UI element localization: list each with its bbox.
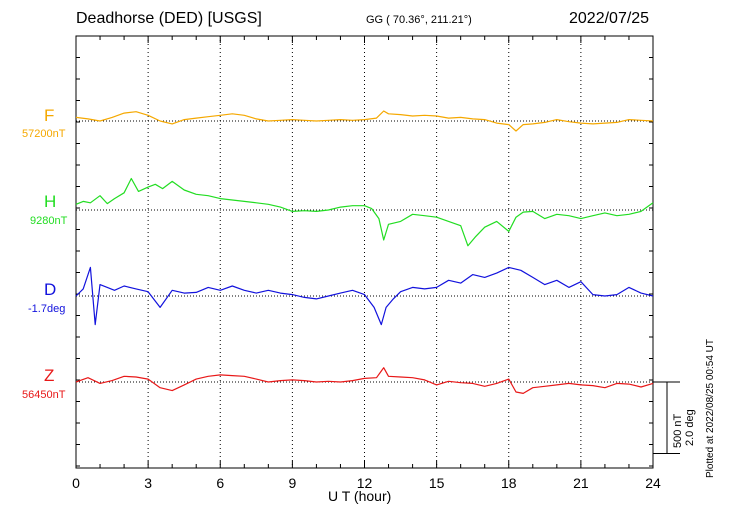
series-name-d: D	[44, 280, 57, 299]
x-tick-label: 0	[72, 475, 80, 491]
scale-deg-label: 2.0 deg	[684, 409, 696, 446]
x-axis-label: U T (hour)	[328, 488, 392, 504]
baseline-label-h: 9280nT	[30, 215, 68, 227]
x-tick-label: 12	[357, 475, 373, 491]
x-tick-label: 18	[501, 475, 517, 491]
plotted-timestamp: Plotted at 2022/08/25 00:54 UT	[705, 339, 716, 478]
series-line-h	[75, 177, 654, 247]
x-tick-label: 6	[216, 475, 224, 491]
baseline-label-d: -1.7deg	[28, 303, 66, 315]
x-tick-label: 3	[144, 475, 152, 491]
baseline-label-f: 57200nT	[22, 128, 66, 140]
x-tick-label: 24	[645, 475, 661, 491]
x-tick-label: 9	[288, 475, 296, 491]
x-tick-label: 15	[429, 475, 445, 491]
baseline-label-z: 56450nT	[22, 389, 66, 401]
x-tick-label: 21	[573, 475, 589, 491]
date-label: 2022/07/25	[569, 10, 650, 27]
series-name-h: H	[44, 192, 57, 211]
series-line-z	[75, 367, 654, 394]
series-name-z: Z	[44, 366, 55, 385]
coordinates-label: GG ( 70.36°, 211.21°)	[366, 14, 472, 26]
series-line-f	[75, 110, 654, 132]
scale-nt-label: 500 nT	[672, 413, 684, 448]
series-name-f: F	[44, 106, 55, 125]
series-line-d	[75, 266, 654, 326]
station-title: Deadhorse (DED) [USGS]	[76, 10, 262, 27]
